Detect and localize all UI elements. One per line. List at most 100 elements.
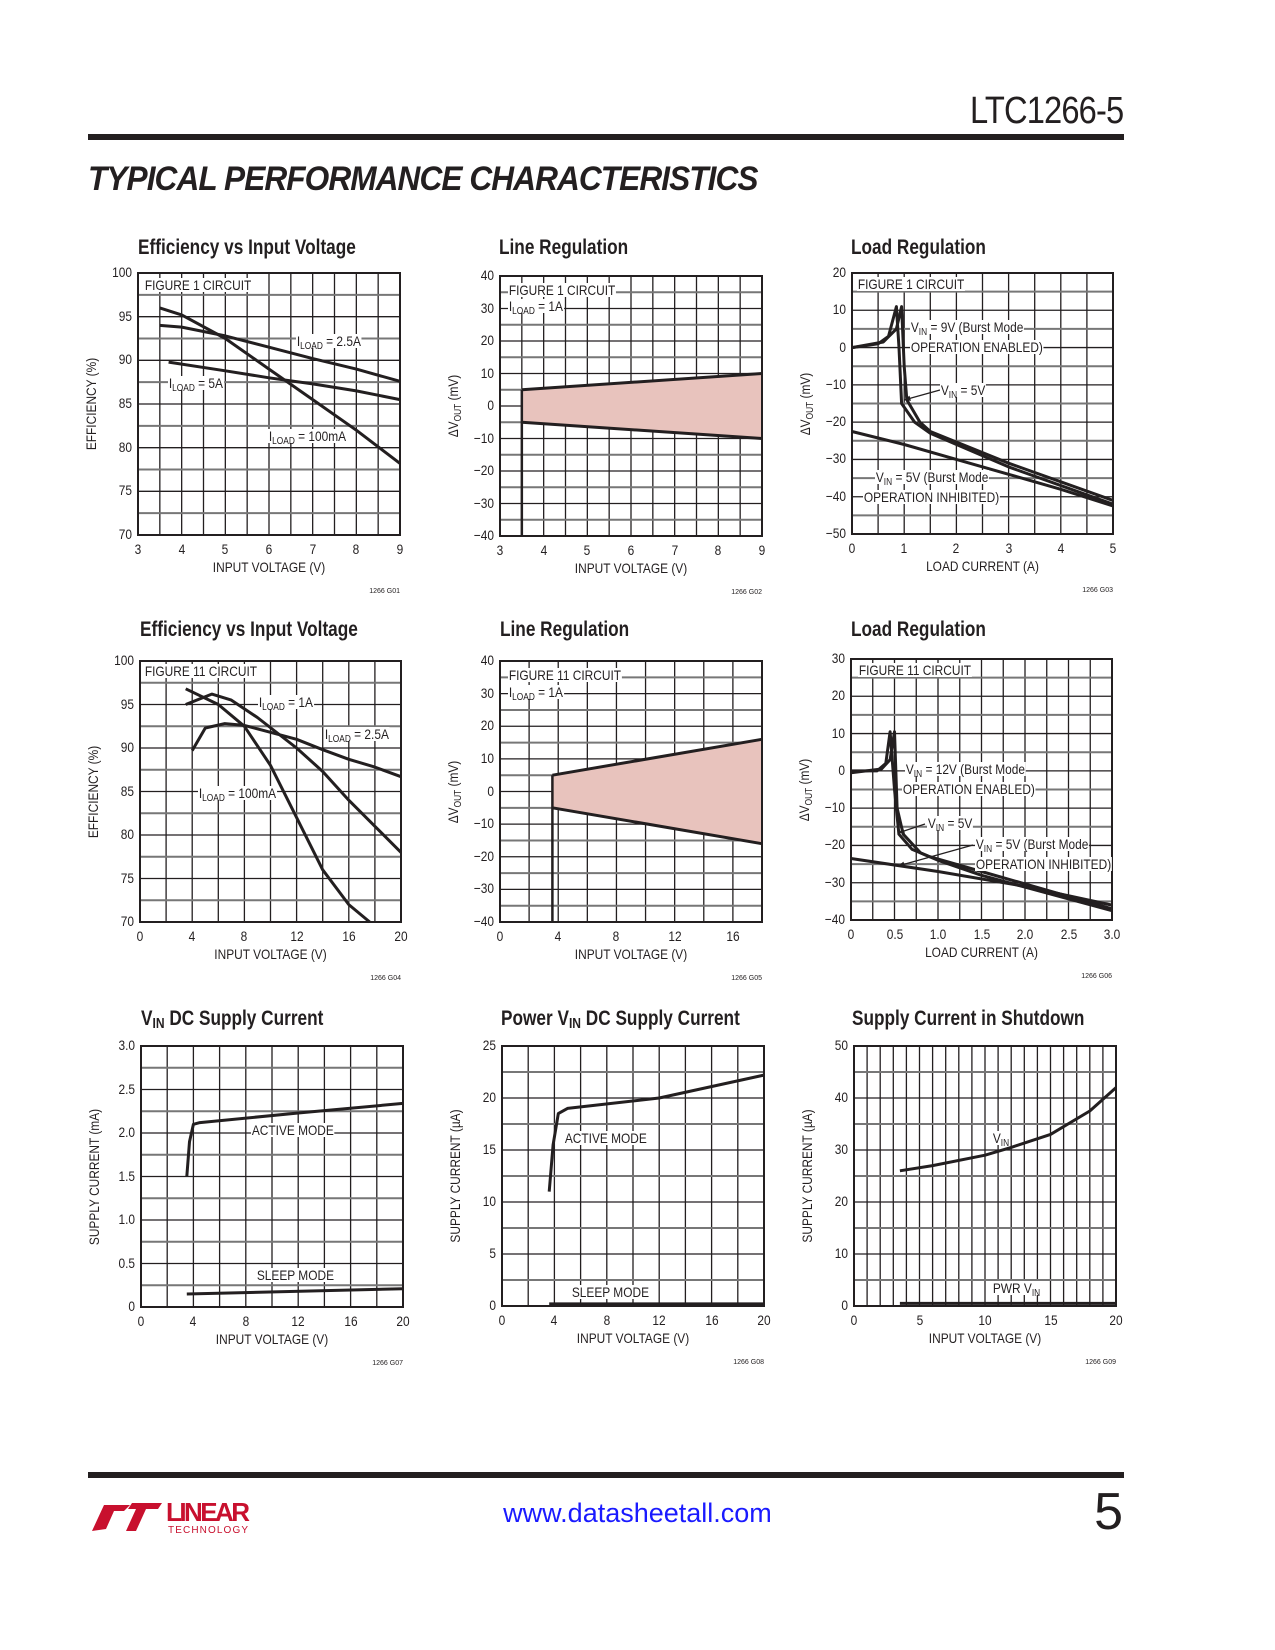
- x-axis-label-pre: INPUT VOLTAGE (V): [214, 946, 327, 962]
- y-tick-label: 100: [112, 264, 132, 280]
- y-tick-label: 40: [834, 1089, 848, 1105]
- y-tick-label: 2.0: [118, 1124, 135, 1140]
- curve-annotation: FIGURE 11 CIRCUIT: [508, 668, 622, 682]
- curve-annotation-pre: V: [905, 761, 914, 777]
- chart-title-sub: IN: [568, 1016, 582, 1032]
- y-axis-label: SUPPLY CURRENT (µA): [799, 1083, 815, 1270]
- y-tick-label: 20: [831, 687, 845, 704]
- y-tick-label: −30: [825, 450, 846, 467]
- x-axis-label-pre: INPUT VOLTAGE (V): [215, 1331, 329, 1347]
- y-axis-label-pre: ΔV: [445, 421, 461, 438]
- x-tick-label: 4: [540, 542, 547, 558]
- curve-annotation-pre: SLEEP MODE: [571, 1284, 650, 1300]
- curve-annotation-sub: LOAD: [512, 306, 535, 317]
- x-tick-label: 2.5: [1060, 926, 1077, 942]
- y-axis-label: ΔVOUT (mV): [445, 698, 464, 885]
- x-tick-label: 3: [1005, 540, 1012, 556]
- figure-code: 1266 G01: [369, 588, 400, 595]
- linear-technology-logo: LINEAR TECHNOLOGY: [90, 1495, 255, 1536]
- x-axis-label: INPUT VOLTAGE (V): [160, 947, 382, 961]
- figure-code: 1266 G08: [733, 1359, 764, 1366]
- x-tick-label: 3.0: [1103, 926, 1121, 942]
- x-tick-label: 0: [496, 928, 504, 944]
- band-lower-line: [552, 806, 763, 846]
- curve-annotation: VIN = 5V: [927, 816, 974, 833]
- figure-code: 1266 G03: [1082, 587, 1113, 594]
- y-axis-label: ΔVOUT (mV): [797, 310, 816, 497]
- x-tick-label: 0: [137, 1313, 145, 1329]
- x-axis-label-pre: INPUT VOLTAGE (V): [928, 1330, 1042, 1346]
- x-tick-label: 8: [353, 541, 360, 557]
- plot-frame: [139, 660, 402, 923]
- curve-annotation-pre: I: [258, 694, 263, 710]
- y-tick-label: 0: [489, 1297, 496, 1313]
- curve-annotation: FIGURE 1 CIRCUIT: [857, 276, 966, 292]
- curve-annotation: FIGURE 11 CIRCUIT: [858, 663, 972, 677]
- curve-annotation: OPERATION ENABLED): [910, 340, 1044, 354]
- y-tick-label: 5: [489, 1245, 496, 1261]
- y-tick-label: 80: [120, 826, 134, 842]
- y-tick-label: −20: [473, 462, 494, 478]
- curve-annotation-post: = 1A: [534, 298, 563, 314]
- y-tick-label: −10: [473, 429, 494, 446]
- section-title: TYPICAL PERFORMANCE CHARACTERISTICS: [88, 160, 759, 198]
- plot-frame: [499, 660, 763, 923]
- y-tick-label: 10: [480, 364, 494, 381]
- curve-annotation-sub: LOAD: [512, 692, 535, 703]
- y-tick-label: 0: [839, 338, 846, 355]
- x-axis-label-pre: INPUT VOLTAGE (V): [212, 559, 326, 575]
- plot-frame: [499, 275, 763, 537]
- header-rule: [88, 134, 1124, 140]
- logo-mark-icon: LINEAR TECHNOLOGY: [92, 1497, 250, 1536]
- y-tick-label: −30: [824, 873, 845, 890]
- curve-annotation: VIN = 12V (Burst Mode: [905, 761, 1026, 779]
- x-tick-label: 16: [342, 928, 356, 944]
- series-line-1: [185, 687, 371, 924]
- y-tick-label: 70: [120, 913, 134, 929]
- website-link[interactable]: www.datasheetall.com: [503, 1498, 772, 1528]
- y-tick-label: 10: [831, 724, 845, 741]
- chart-4: [139, 660, 403, 924]
- y-tick-label: 95: [120, 695, 134, 712]
- plot-frame: [850, 658, 1113, 921]
- y-tick-label: 40: [480, 652, 494, 668]
- page-number: 5: [1094, 1483, 1123, 1541]
- y-axis-label: SUPPLY CURRENT (mA): [86, 1083, 102, 1270]
- curve-annotation-pre: V: [975, 836, 984, 852]
- y-tick-label: 0: [838, 761, 845, 778]
- x-tick-label: 7: [671, 542, 678, 558]
- curve-annotation-pre: FIGURE 1 CIRCUIT: [857, 276, 965, 292]
- y-tick-label: 0: [487, 782, 494, 799]
- y-axis-label-sub: OUT: [453, 403, 464, 422]
- x-tick-label: 4: [551, 1312, 558, 1328]
- x-axis-label: INPUT VOLTAGE (V): [522, 1331, 745, 1345]
- x-tick-label: 5: [1109, 540, 1117, 556]
- y-axis-label: EFFICIENCY (%): [83, 311, 99, 498]
- x-tick-label: 20: [394, 928, 408, 944]
- y-axis-label-pre: EFFICIENCY (%): [83, 357, 99, 451]
- chart-title-post: DC Supply Current: [164, 1007, 324, 1030]
- curve-annotation-sub: LOAD: [262, 702, 285, 713]
- chart-title-pre: Supply Current in Shutdown: [852, 1007, 1085, 1030]
- y-tick-label: 3.0: [118, 1037, 135, 1053]
- curve-annotation-sub: IN: [918, 327, 928, 338]
- curve-annotation-pre: V: [910, 319, 919, 335]
- figure-code: 1266 G02: [731, 589, 762, 596]
- chart-title-pre: V: [141, 1007, 153, 1030]
- curve-annotation-sub: LOAD: [300, 341, 323, 352]
- y-tick-label: 2.5: [118, 1080, 135, 1097]
- y-tick-label: 30: [831, 650, 845, 666]
- band-upper-line: [521, 372, 763, 392]
- y-axis-label: ΔVOUT (mV): [445, 313, 464, 500]
- chart-title: VIN DC Supply Current: [141, 1007, 323, 1031]
- curve-annotation-post: = 5V: [957, 382, 986, 398]
- curve-annotation-pre: ACTIVE MODE: [564, 1130, 647, 1146]
- curve-annotation-post: = 12V (Burst Mode: [922, 761, 1025, 777]
- arrowhead-icon: [898, 828, 905, 834]
- annotation-arrow: [897, 844, 974, 867]
- curve-annotation-pre: OPERATION INHIBITED): [975, 856, 1112, 872]
- regulation-band: [552, 739, 762, 844]
- curve-annotation: FIGURE 1 CIRCUIT: [508, 283, 617, 297]
- x-axis-label-pre: INPUT VOLTAGE (V): [574, 560, 688, 576]
